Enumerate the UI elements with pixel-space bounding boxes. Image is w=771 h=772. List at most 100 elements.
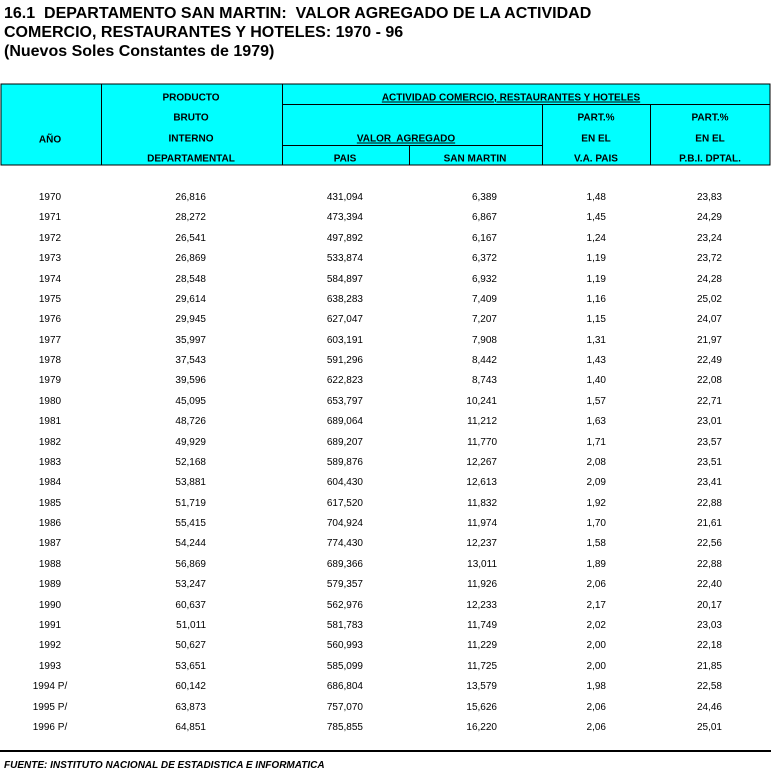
part-va-value: 1,24 [586,232,606,244]
part-va-value: 1,71 [586,436,606,448]
year: 1971 [38,212,62,224]
part-va-value: 1,19 [586,253,606,265]
product-value: 35,997 [175,334,206,346]
part-pbi-value: 24,07 [696,314,722,326]
col-header: PART.% [577,112,615,124]
part-va-value: 1,92 [586,497,606,509]
part-va-value: 1,98 [586,681,606,693]
product-value: 64,851 [175,721,206,733]
san-martin-value: 11,212 [467,416,497,428]
pais-value: 686,804 [326,681,363,693]
year: 1996 P/ [32,721,68,733]
part-va-value: 2,02 [586,619,606,631]
pais-value: 689,064 [326,416,363,428]
year: 1979 [38,375,62,387]
part-pbi-value: 25,01 [696,721,722,733]
col-header: V.A. PAIS [574,153,618,165]
year: 1991 [38,619,62,631]
pais-value: 560,993 [326,640,363,652]
part-va-value: 2,06 [586,579,606,591]
part-pbi-value: 21,85 [696,660,722,672]
part-va-value: 2,00 [586,640,606,652]
col-header: PRODUCTO [162,92,220,104]
header-borders [101,84,770,165]
title-line: COMERCIO, RESTAURANTES Y HOTELES: 1970 -… [4,24,404,41]
product-value: 55,415 [175,518,206,530]
pais-value: 591,296 [326,355,363,367]
part-va-value: 1,19 [586,273,606,285]
product-value: 48,726 [175,416,206,428]
col-header: VALOR AGREGADO [356,133,456,145]
part-va-value: 2,08 [586,456,606,468]
part-pbi-value: 23,41 [696,477,722,489]
part-va-value: 2,09 [586,477,606,489]
part-va-value: 2,17 [586,599,606,611]
product-value: 51,011 [176,619,206,631]
year: 1980 [38,395,62,407]
year: 1987 [38,538,62,550]
product-value: 60,637 [175,599,206,611]
pais-value: 585,099 [326,660,363,672]
product-value: 50,627 [175,640,206,652]
year: 1985 [38,497,62,509]
product-value: 63,873 [175,701,206,713]
col-header: EN EL [581,133,611,145]
part-pbi-value: 22,40 [696,579,722,591]
part-pbi-value: 23,51 [696,456,722,468]
san-martin-value: 11,974 [467,518,497,530]
san-martin-value: 6,389 [471,192,497,203]
product-value: 26,541 [175,232,206,244]
san-martin-value: 11,926 [467,579,497,591]
product-value: 45,095 [175,395,206,407]
san-martin-value: 7,207 [471,314,497,326]
part-pbi-value: 23,57 [696,436,722,448]
year: 1972 [38,232,62,244]
product-value: 56,869 [175,558,206,570]
part-va-value: 1,45 [586,212,606,224]
part-pbi-value: 23,83 [696,192,722,203]
pais-value: 785,855 [326,721,363,733]
pais-value: 689,366 [326,558,363,570]
pais-value: 431,094 [326,192,363,203]
part-va-value: 1,15 [586,314,606,326]
part-va-value: 1,89 [586,558,606,570]
part-pbi-value: 24,29 [696,212,722,224]
san-martin-value: 7,409 [471,293,497,305]
san-martin-value: 7,908 [471,334,497,346]
title-line: 16.1 DEPARTAMENTO SAN MARTIN: VALOR AGRE… [4,5,592,22]
san-martin-value: 8,442 [471,355,497,367]
part-va-value: 1,63 [586,416,606,428]
year: 1994 P/ [32,681,68,693]
part-pbi-value: 22,18 [696,640,722,652]
year: 1993 [38,660,62,672]
product-value: 53,881 [175,477,206,489]
product-value: 29,945 [175,314,206,326]
pais-value: 638,283 [326,293,363,305]
year: 1976 [38,314,62,326]
col-header: SAN MARTIN [443,153,507,165]
part-pbi-value: 23,72 [696,253,722,265]
year: 1973 [38,253,62,265]
part-pbi-value: 22,58 [696,681,722,693]
pais-value: 562,976 [326,599,363,611]
san-martin-value: 13,011 [467,558,497,570]
san-martin-value: 13,579 [466,681,497,693]
year: 1981 [38,416,62,428]
part-va-value: 1,16 [586,293,606,305]
part-pbi-value: 24,46 [696,701,722,713]
year: 1974 [38,273,62,285]
col-header: PAIS [333,153,357,165]
col-header: DEPARTAMENTAL [147,153,235,165]
part-va-value: 2,00 [586,660,606,672]
col-header: PART.% [691,112,729,124]
san-martin-value: 8,743 [471,375,497,387]
san-martin-value: 11,749 [467,619,497,631]
part-pbi-value: 20,17 [696,599,722,611]
pais-value: 584,897 [326,273,363,285]
year: 1977 [38,334,62,346]
pais-value: 617,520 [326,497,363,509]
year: 1984 [38,477,62,489]
part-va-value: 1,31 [586,334,606,346]
year: 1990 [38,599,62,611]
